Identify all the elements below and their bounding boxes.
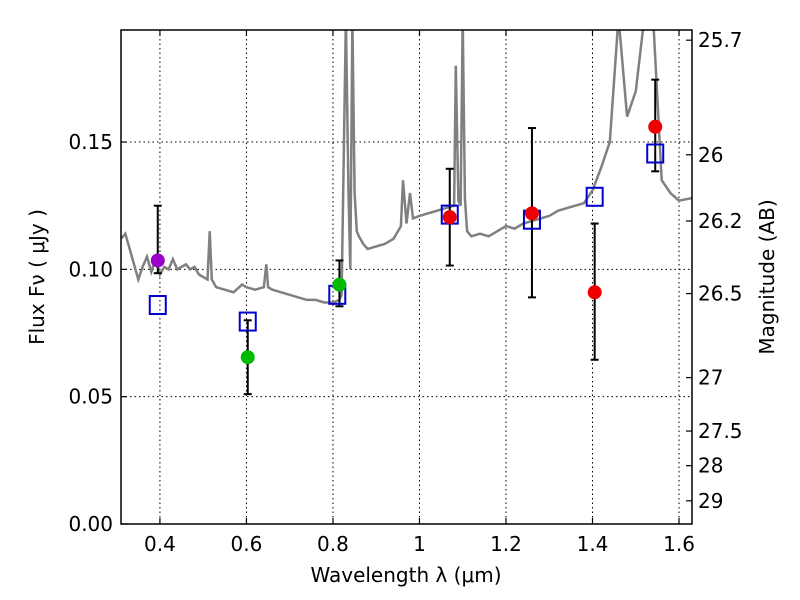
model-photometry-square [148, 295, 167, 316]
right-tick-label: 26.2 [698, 209, 743, 233]
y-axis-title: Flux Fν ( μJy ) [25, 209, 49, 345]
observed-photometry-point [332, 277, 347, 292]
x-axis-ticks: 0.4 0.6 0.8 1 1.2 1.4 1.6 [144, 30, 695, 556]
right-tick-label: 26 [698, 143, 723, 167]
y-tick-label: 0.00 [68, 512, 113, 536]
right-tick-label: 28 [698, 454, 723, 478]
y-tick-label: 0.05 [68, 385, 113, 409]
right-tick-label: 27 [698, 366, 723, 390]
y-tick-label: 0.10 [68, 257, 113, 281]
x-tick-label: 0.6 [231, 532, 263, 556]
model-photometry-square [238, 311, 257, 332]
observed-photometry-point [442, 210, 457, 225]
model-spectrum-line [121, 30, 692, 304]
x-tick-label: 1.2 [490, 532, 522, 556]
x-tick-label: 1.6 [663, 532, 695, 556]
x-tick-label: 0.4 [144, 532, 176, 556]
gridlines [121, 30, 692, 524]
observed-photometry-point [524, 206, 539, 221]
x-tick-label: 1 [413, 532, 426, 556]
right-axis-title: Magnitude (AB) [755, 199, 779, 354]
model-photometry-squares [148, 143, 665, 332]
model-spectrum-layer [121, 30, 692, 304]
observed-photometry-point [648, 119, 663, 134]
observed-photometry-point [150, 253, 165, 268]
x-tick-label: 0.8 [317, 532, 349, 556]
x-axis-title: Wavelength λ (μm) [310, 563, 501, 587]
observed-photometry-point [240, 350, 255, 365]
observed-photometry-points [150, 119, 663, 365]
observed-photometry-point [587, 285, 602, 300]
y-axis-ticks: 0.00 0.05 0.10 0.15 [68, 130, 127, 536]
x-tick-label: 1.4 [577, 532, 609, 556]
right-tick-label: 29 [698, 489, 723, 513]
right-tick-label: 25.7 [698, 28, 743, 52]
model-photometry-square [646, 143, 665, 164]
right-axis-ticks: 25.7 26 26.2 26.5 27 27.5 28 29 [686, 28, 743, 513]
error-bars [153, 78, 660, 396]
y-tick-label: 0.15 [68, 130, 113, 154]
model-photometry-square [585, 186, 604, 207]
right-tick-label: 26.5 [698, 282, 743, 306]
plot-frame [120, 29, 693, 525]
right-tick-label: 27.5 [698, 419, 743, 443]
